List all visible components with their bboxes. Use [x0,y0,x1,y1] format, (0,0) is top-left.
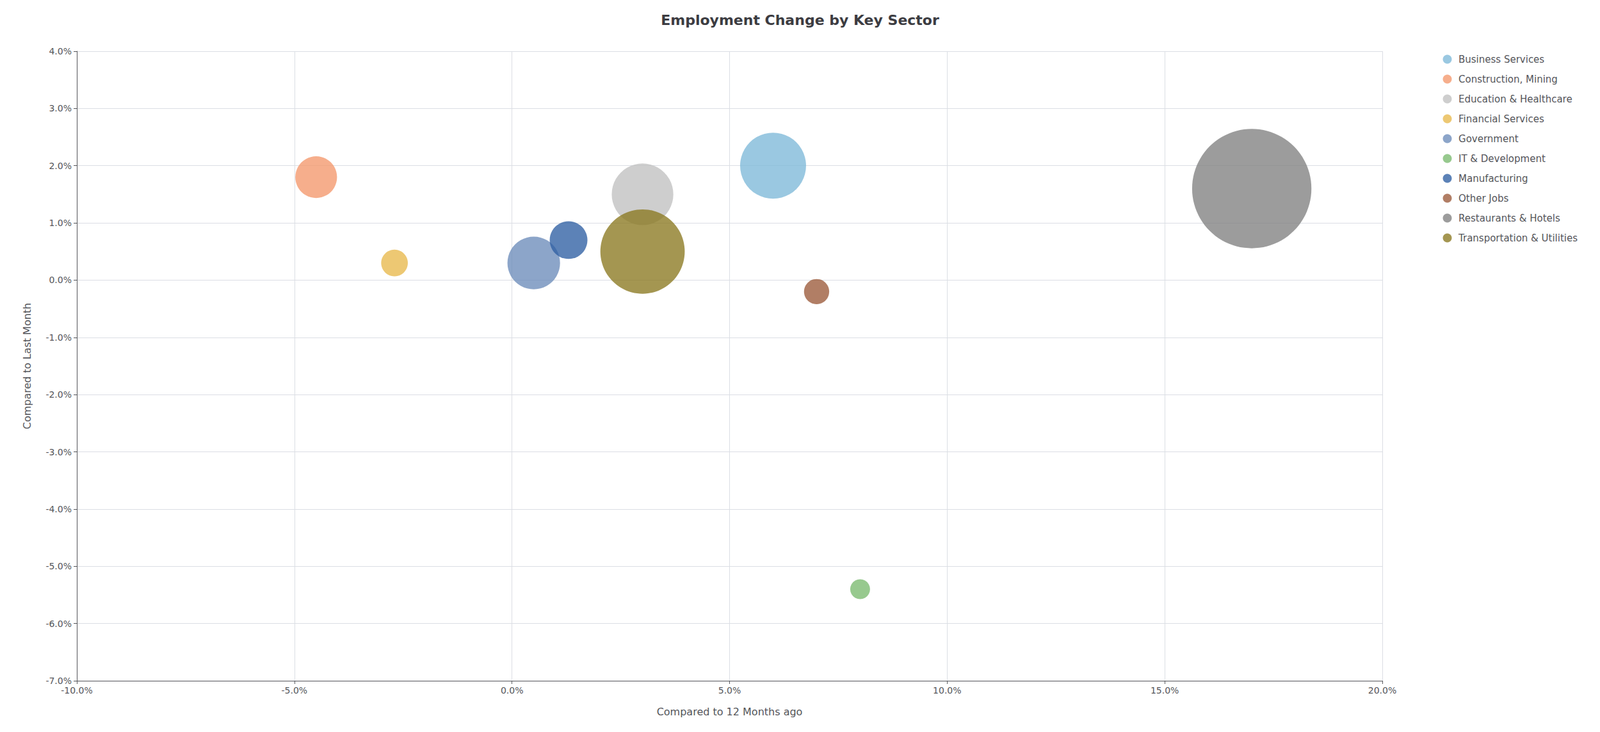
svg-text:0.0%: 0.0% [48,274,72,285]
svg-text:0.0%: 0.0% [500,685,524,696]
svg-text:-4.0%: -4.0% [45,503,72,515]
svg-text:-6.0%: -6.0% [45,618,72,629]
svg-text:10.0%: 10.0% [932,685,962,696]
svg-text:Construction, Mining: Construction, Mining [1458,73,1558,86]
svg-text:5.0%: 5.0% [718,685,742,696]
svg-text:15.0%: 15.0% [1150,685,1179,696]
svg-text:Education & Healthcare: Education & Healthcare [1458,93,1573,106]
svg-text:-3.0%: -3.0% [45,446,72,458]
svg-text:-5.0%: -5.0% [45,560,72,572]
svg-text:2.0%: 2.0% [48,160,72,171]
svg-text:20.0%: 20.0% [1368,685,1397,696]
svg-text:-7.0%: -7.0% [45,675,72,686]
svg-text:IT & Development: IT & Development [1458,153,1546,165]
svg-text:Compared to 12 Months ago: Compared to 12 Months ago [656,705,803,718]
svg-text:Financial Services: Financial Services [1458,113,1545,125]
svg-text:Transportation & Utilities: Transportation & Utilities [1457,232,1578,244]
svg-text:Business Services: Business Services [1458,53,1545,66]
svg-text:Other Jobs: Other Jobs [1458,192,1509,205]
svg-text:-1.0%: -1.0% [45,332,72,343]
svg-text:Compared to Last Month: Compared to Last Month [21,302,34,430]
svg-text:1.0%: 1.0% [48,217,72,228]
svg-text:3.0%: 3.0% [48,103,72,114]
svg-text:Government: Government [1458,133,1519,145]
svg-text:-2.0%: -2.0% [45,389,72,400]
svg-text:Restaurants & Hotels: Restaurants & Hotels [1458,212,1561,225]
svg-text:Employment Change by Key Secto: Employment Change by Key Sector [660,12,940,29]
svg-text:-10.0%: -10.0% [60,685,93,696]
svg-text:4.0%: 4.0% [48,46,72,57]
svg-text:Manufacturing: Manufacturing [1458,172,1529,185]
svg-text:-5.0%: -5.0% [281,685,308,696]
